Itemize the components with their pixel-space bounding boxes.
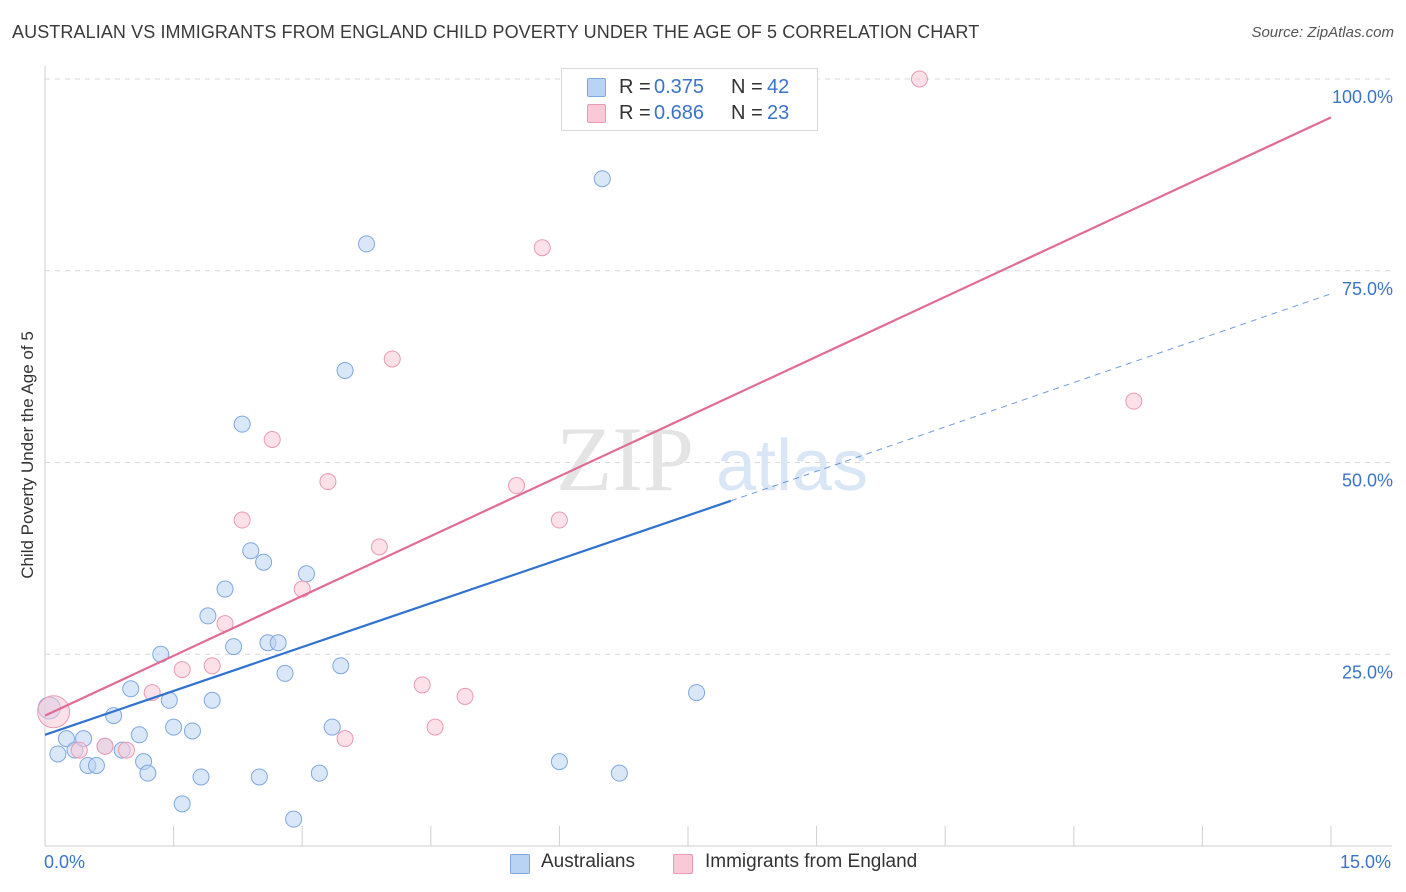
data-point: [593, 170, 611, 188]
watermark: ZIP atlas: [556, 408, 868, 510]
data-point: [1125, 392, 1143, 410]
r-label: R =: [619, 102, 651, 124]
data-point: [550, 753, 568, 771]
data-point: [332, 657, 350, 675]
data-point: [276, 664, 294, 682]
data-point: [336, 361, 354, 379]
n-label: N =: [731, 102, 763, 124]
data-point: [117, 741, 135, 759]
trend-lines: [44, 116, 1332, 736]
gridlines: [45, 78, 1392, 655]
data-point: [456, 687, 474, 705]
trend-line-australians: [44, 499, 732, 736]
data-point: [192, 768, 210, 786]
data-point: [413, 676, 431, 694]
data-point: [250, 768, 268, 786]
data-point: [336, 730, 354, 748]
y-tick-label: 25.0%: [1342, 662, 1393, 682]
data-point: [310, 764, 328, 782]
data-point: [203, 691, 221, 709]
data-point: [173, 661, 191, 679]
x-max-label: 15.0%: [1340, 852, 1392, 872]
data-point: [87, 756, 105, 774]
n-label: N =: [731, 76, 763, 98]
data-point: [383, 350, 401, 368]
data-point: [122, 680, 140, 698]
y-tick-label: 50.0%: [1342, 471, 1393, 491]
legend-swatch-blue: [587, 78, 606, 97]
y-tick-label: 75.0%: [1342, 279, 1393, 299]
trend-line-australians-extension: [730, 293, 1332, 502]
data-point: [139, 764, 157, 782]
data-point: [130, 726, 148, 744]
data-point: [165, 718, 183, 736]
data-point: [183, 722, 201, 740]
data-point: [285, 810, 303, 828]
data-point: [255, 553, 273, 571]
y-tick-labels: 25.0% 50.0% 75.0% 100.0%: [1332, 87, 1393, 682]
data-point: [269, 634, 287, 652]
data-point: [508, 477, 526, 495]
legend-swatch-pink: [673, 854, 693, 874]
data-point: [216, 580, 234, 598]
data-point: [49, 745, 67, 763]
data-point: [70, 741, 88, 759]
data-point: [203, 657, 221, 675]
y-tick-label: 100.0%: [1332, 87, 1393, 107]
legend-label: Australians: [541, 851, 635, 872]
stats-legend: R = 0.375 N = 42 R = 0.686 N = 23: [561, 68, 818, 131]
data-point: [225, 638, 243, 656]
n-value: 23: [767, 102, 790, 124]
chart-title: AUSTRALIAN VS IMMIGRANTS FROM ENGLAND CH…: [12, 22, 980, 42]
n-value: 42: [767, 76, 790, 98]
data-point: [263, 430, 281, 448]
data-point: [96, 737, 114, 755]
data-point: [910, 70, 928, 88]
data-point: [370, 538, 388, 556]
data-point: [297, 565, 315, 583]
data-point: [323, 718, 341, 736]
data-point: [199, 607, 217, 625]
series-immigrants-england: [37, 70, 1143, 759]
data-point: [57, 730, 75, 748]
data-point: [233, 511, 251, 529]
data-point: [533, 239, 551, 257]
data-point: [242, 542, 260, 560]
trend-line-immigrants-england: [44, 116, 1332, 717]
data-point: [233, 415, 251, 433]
x-min-label: 0.0%: [44, 852, 86, 872]
r-value: 0.686: [654, 102, 705, 124]
data-point: [426, 718, 444, 736]
source-label: Source: ZipAtlas.com: [1251, 24, 1394, 41]
data-point: [173, 795, 191, 813]
data-point: [293, 580, 311, 598]
r-value: 0.375: [654, 76, 705, 98]
data-point: [358, 235, 375, 253]
watermark-atlas: atlas: [716, 426, 868, 506]
legend-label: Immigrants from England: [705, 851, 918, 872]
data-point: [610, 764, 628, 782]
data-point: [688, 684, 706, 702]
legend-swatch-blue: [510, 854, 530, 874]
data-point: [319, 473, 337, 491]
legend-swatch-pink: [587, 104, 606, 123]
data-point: [550, 511, 568, 529]
r-label: R =: [619, 76, 651, 98]
